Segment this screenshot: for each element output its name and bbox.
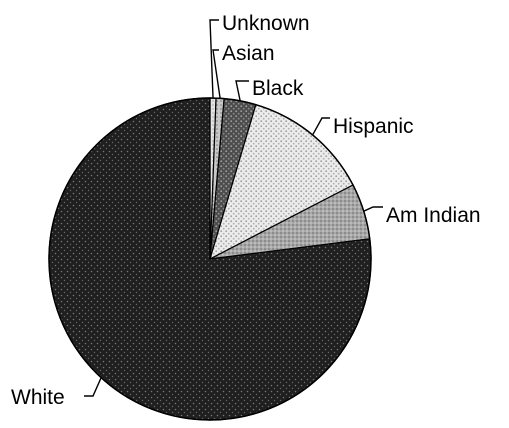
leader-line-black xyxy=(235,80,249,101)
label-asian: Asian xyxy=(222,42,275,65)
label-hispanic: Hispanic xyxy=(333,115,414,138)
leader-line-am-indian xyxy=(363,206,383,212)
label-white: White xyxy=(11,386,65,409)
pie-slices xyxy=(48,97,372,421)
label-unknown: Unknown xyxy=(222,12,310,35)
pie-outline xyxy=(48,97,372,421)
leader-line-white xyxy=(84,377,102,397)
leader-line-unknown xyxy=(209,19,219,99)
label-am-indian: Am Indian xyxy=(386,204,481,227)
leader-lines xyxy=(84,19,383,397)
pie-labels: Unknown Asian Black Hispanic Am Indian White xyxy=(11,12,481,409)
label-black: Black xyxy=(252,77,304,100)
leader-line-hispanic xyxy=(312,117,330,136)
leader-line-asian xyxy=(212,49,221,99)
